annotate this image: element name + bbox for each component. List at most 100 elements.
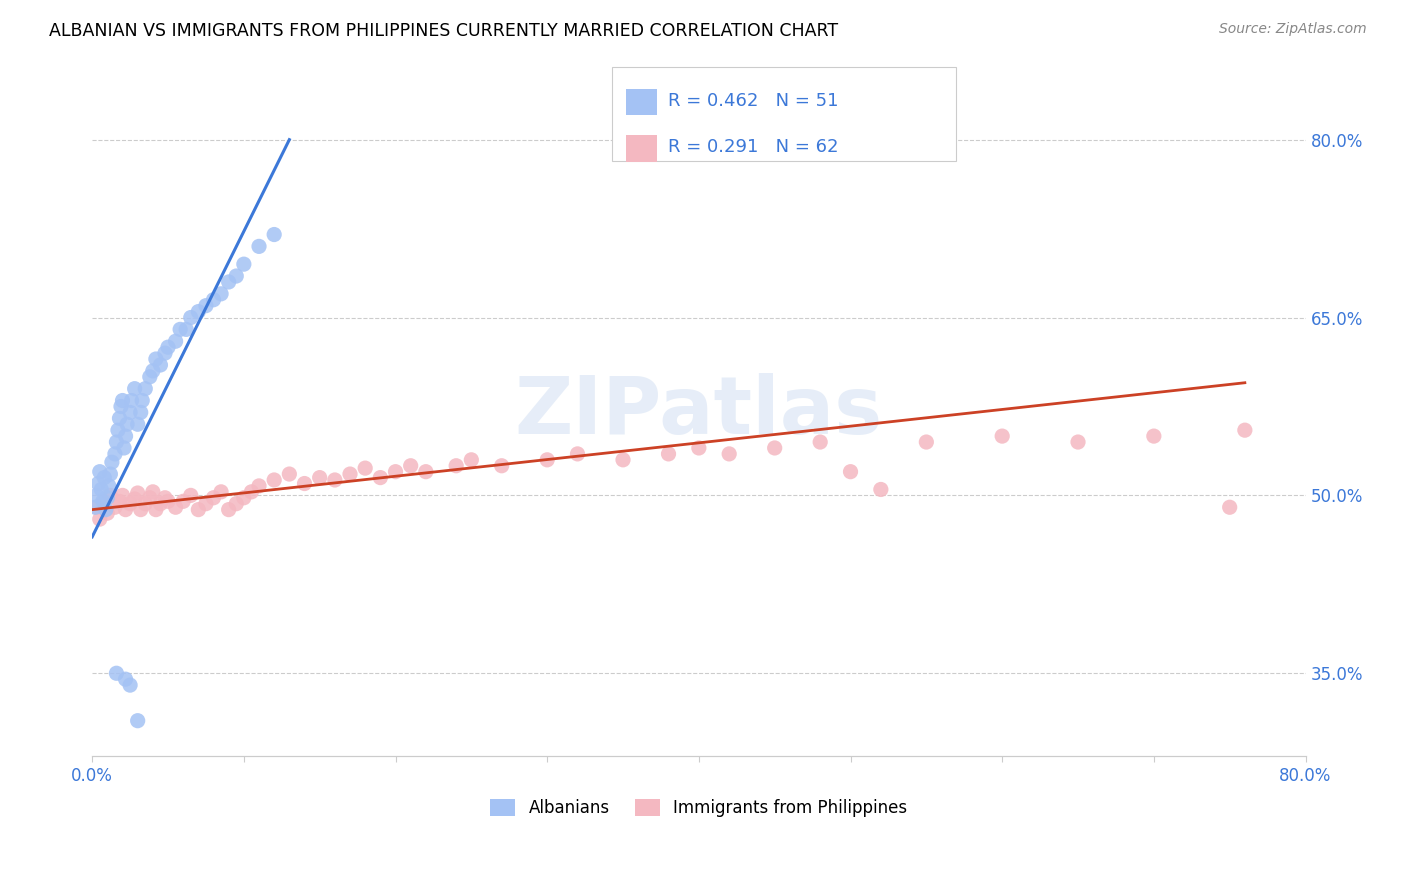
Point xyxy=(153,346,176,360)
Point xyxy=(87,476,110,491)
Point xyxy=(114,502,136,516)
Text: ALBANIAN VS IMMIGRANTS FROM PHILIPPINES CURRENTLY MARRIED CORRELATION CHART: ALBANIAN VS IMMIGRANTS FROM PHILIPPINES … xyxy=(49,22,838,40)
Point xyxy=(156,340,179,354)
Point xyxy=(247,239,270,253)
Point xyxy=(91,494,114,508)
Point xyxy=(120,497,142,511)
Point xyxy=(1143,429,1166,443)
Point xyxy=(209,286,232,301)
Point xyxy=(145,352,167,367)
Point xyxy=(339,467,361,481)
Point xyxy=(114,672,136,686)
Point xyxy=(86,500,108,515)
Text: R = 0.462   N = 51: R = 0.462 N = 51 xyxy=(668,92,838,110)
Point xyxy=(384,465,406,479)
Point xyxy=(225,268,247,283)
Point xyxy=(763,441,786,455)
Point xyxy=(1233,423,1256,437)
Point xyxy=(399,458,422,473)
Point xyxy=(129,405,152,419)
Point xyxy=(127,486,149,500)
Point xyxy=(536,452,558,467)
Point xyxy=(194,299,217,313)
Point xyxy=(247,479,270,493)
Point xyxy=(612,452,634,467)
Point xyxy=(105,435,128,450)
Point xyxy=(153,491,176,505)
Point xyxy=(131,393,153,408)
Point xyxy=(278,467,301,481)
Point xyxy=(107,423,129,437)
Point xyxy=(100,467,122,481)
Point xyxy=(657,447,679,461)
Point xyxy=(172,494,194,508)
Point xyxy=(218,502,240,516)
Point xyxy=(104,447,127,461)
Point xyxy=(149,358,172,372)
Point xyxy=(120,405,142,419)
Point xyxy=(263,473,285,487)
Point xyxy=(86,488,108,502)
Point xyxy=(354,461,377,475)
Point xyxy=(139,369,162,384)
Point xyxy=(127,714,149,728)
Point xyxy=(194,497,217,511)
Point xyxy=(180,310,202,325)
Point xyxy=(156,494,179,508)
Point xyxy=(209,484,232,499)
Point xyxy=(263,227,285,242)
Point xyxy=(134,382,156,396)
Point xyxy=(129,502,152,516)
Point xyxy=(104,500,127,515)
Point xyxy=(187,502,209,516)
Point xyxy=(139,491,162,505)
Point xyxy=(127,417,149,432)
Text: R = 0.291   N = 62: R = 0.291 N = 62 xyxy=(668,138,838,156)
Point xyxy=(240,484,263,499)
Point xyxy=(202,491,225,505)
Point xyxy=(991,429,1014,443)
Point xyxy=(165,334,187,349)
Point xyxy=(839,465,862,479)
Point xyxy=(112,441,135,455)
Point xyxy=(460,452,482,467)
Point xyxy=(169,322,191,336)
Point xyxy=(308,470,330,484)
Point xyxy=(94,502,117,516)
Point xyxy=(111,393,134,408)
Point xyxy=(124,491,146,506)
Point xyxy=(108,411,131,425)
Point xyxy=(567,447,589,461)
Point xyxy=(180,488,202,502)
Point xyxy=(114,429,136,443)
Point xyxy=(225,497,247,511)
Point xyxy=(101,455,124,469)
Point xyxy=(110,400,132,414)
Point xyxy=(120,678,142,692)
Point xyxy=(149,497,172,511)
Point xyxy=(808,435,831,450)
Point xyxy=(89,512,111,526)
Point xyxy=(688,441,710,455)
Point xyxy=(93,494,115,508)
Point xyxy=(491,458,513,473)
Point xyxy=(121,393,143,408)
Text: Source: ZipAtlas.com: Source: ZipAtlas.com xyxy=(1219,22,1367,37)
Point xyxy=(294,476,316,491)
Point xyxy=(115,417,138,432)
Point xyxy=(142,484,165,499)
Text: ZIPatlas: ZIPatlas xyxy=(515,374,883,451)
Point xyxy=(232,491,254,505)
Point xyxy=(187,304,209,318)
Point xyxy=(111,488,134,502)
Point xyxy=(105,666,128,681)
Point xyxy=(96,491,118,505)
Point xyxy=(1219,500,1241,515)
Point xyxy=(124,382,146,396)
Point xyxy=(96,506,118,520)
Point xyxy=(415,465,437,479)
Point xyxy=(108,494,131,508)
Point xyxy=(1067,435,1090,450)
Point xyxy=(869,483,891,497)
Point xyxy=(145,502,167,516)
